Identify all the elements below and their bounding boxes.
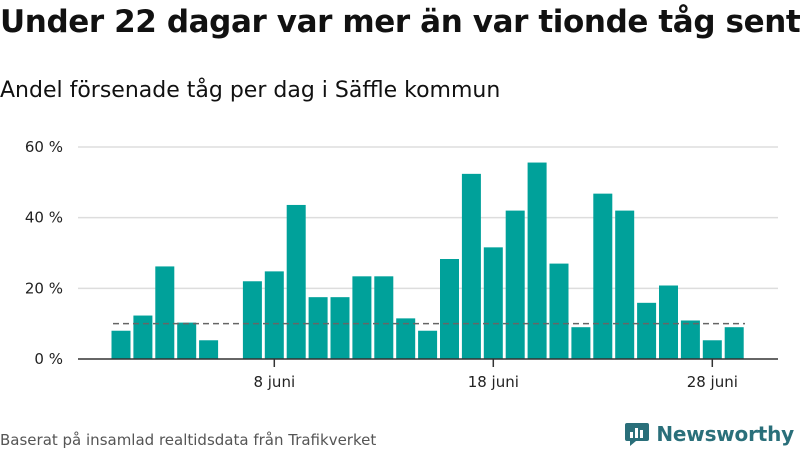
bar [615, 210, 635, 359]
chart-title: Under 22 dagar var mer än var tionde tåg… [0, 4, 800, 40]
x-tick-label: 18 juni [468, 373, 519, 391]
brand-name: Newsworthy [656, 422, 794, 446]
bar [593, 193, 613, 359]
bar [702, 340, 722, 359]
bar [396, 318, 416, 359]
bar [461, 173, 481, 359]
x-tick-label: 28 juni [687, 373, 738, 391]
bars [111, 162, 744, 359]
brand-logo[interactable]: Newsworthy [624, 421, 794, 447]
y-tick-label: 40 % [25, 209, 63, 227]
bar [308, 297, 328, 359]
source-note: Baserat på insamlad realtidsdata från Tr… [0, 431, 377, 449]
chart-subtitle: Andel försenade tåg per dag i Säffle kom… [0, 78, 501, 103]
bar [440, 259, 459, 359]
bar [111, 330, 131, 359]
axes: 0 % 20 % 40 % 60 % 8 juni 18 juni 28 juni [25, 138, 778, 391]
bar [505, 210, 525, 359]
bar [242, 281, 262, 359]
bar [352, 276, 372, 359]
bar [680, 320, 700, 359]
newsworthy-logo-icon [625, 423, 650, 446]
bar [177, 322, 197, 359]
y-tick-label: 60 % [25, 138, 63, 156]
bar [659, 285, 678, 359]
bar [374, 276, 394, 359]
bar [264, 271, 284, 359]
bar [155, 266, 175, 359]
y-tick-label: 20 % [25, 279, 63, 297]
gridlines [78, 146, 778, 290]
bar-chart: 0 % 20 % 40 % 60 % 8 juni 18 juni 28 juni [25, 138, 778, 391]
bar [637, 302, 657, 359]
bar [527, 162, 547, 359]
x-tick-label: 8 juni [253, 373, 295, 391]
bar [724, 327, 744, 359]
bar [133, 315, 153, 359]
bar [330, 297, 350, 359]
bar [549, 263, 569, 359]
bar [286, 204, 306, 359]
bar [571, 327, 591, 359]
bar [483, 247, 503, 359]
bar [199, 340, 219, 359]
y-tick-label: 0 % [34, 350, 63, 368]
bar [418, 330, 438, 359]
